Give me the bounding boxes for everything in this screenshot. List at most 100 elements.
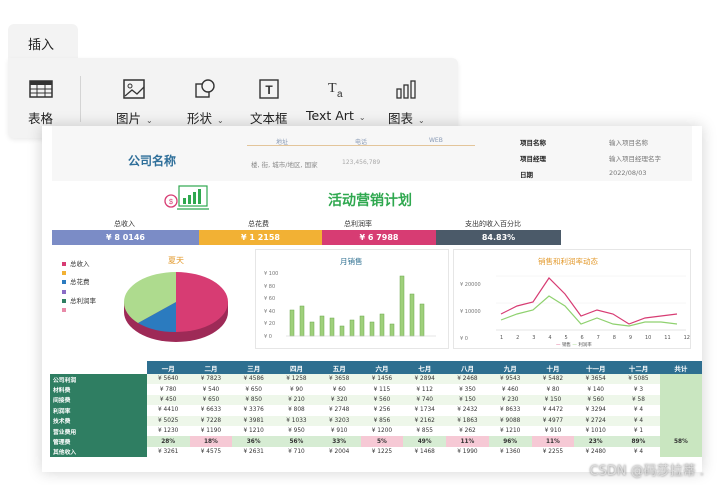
address-header: 地址 — [276, 139, 289, 146]
table-cell: ¥ 2894 — [403, 374, 447, 385]
table-cell: ¥ 3654 — [574, 374, 618, 385]
table-cell — [659, 446, 702, 458]
table-cell: ¥ 1734 — [403, 405, 447, 416]
table-cell: ¥ 2468 — [446, 374, 489, 385]
table-cell: ¥ 1200 — [360, 425, 404, 437]
kpi-expense-ratio: 84.83% — [436, 230, 561, 245]
table-cell: ¥ 560 — [360, 394, 404, 406]
spreadsheet-preview: 公司名称 地址 电话 WEB 楼, 街, 城市/地区, 国家 123,456,7… — [42, 126, 702, 472]
x-tick: 10 — [644, 335, 652, 341]
table-cell — [659, 415, 702, 426]
table-cell: 96% — [488, 436, 532, 447]
month-header: 三月 — [232, 361, 276, 374]
header-band — [52, 126, 692, 181]
table-cell: ¥ 1 — [617, 425, 660, 437]
table-cell: ¥ 8633 — [488, 405, 532, 416]
table-cell: ¥ 808 — [275, 405, 318, 416]
shape-button[interactable]: 形状 ⌄ — [187, 76, 224, 127]
table-cell: ¥ 910 — [531, 425, 575, 437]
month-header: 八月 — [446, 361, 489, 374]
chevron-down-icon: ⌄ — [217, 116, 224, 125]
row-label: 公司利润 — [50, 374, 147, 385]
table-cell: ¥ 856 — [360, 415, 404, 426]
month-header: 十一月 — [574, 361, 618, 374]
table-cell: ¥ 1230 — [146, 425, 190, 437]
table-cell: ¥ 3376 — [232, 405, 276, 416]
table-cell: 49% — [403, 436, 447, 447]
table-cell: ¥ 350 — [446, 384, 489, 395]
table-cell — [659, 425, 702, 437]
pie-legend: 总收入 总花费 总利润率 — [62, 260, 96, 315]
line-x-axis: 1 2 3 4 5 6 7 8 9 10 11 12 — [500, 335, 690, 341]
table-cell: ¥ 230 — [488, 394, 532, 406]
table-cell: 11% — [446, 436, 489, 447]
project-name-value: 输入项目名称 — [609, 139, 648, 147]
date-label: 日期 — [520, 171, 533, 179]
table-cell: ¥ 1863 — [446, 415, 489, 426]
kpi-label: 总收入 — [114, 220, 135, 228]
table-cell: ¥ 2631 — [232, 446, 276, 458]
table-row: 材料费 ¥ 780 ¥ 540 ¥ 650 ¥ 90 ¥ 60 ¥ 115 ¥ 112 ¥ 35… — [50, 384, 702, 395]
table-cell: 11% — [531, 436, 575, 447]
picture-button[interactable]: 图片 ⌄ — [116, 76, 153, 127]
table-cell: ¥ 112 — [403, 384, 447, 395]
table-cell: ¥ 3658 — [317, 374, 361, 385]
x-tick: 11 — [664, 335, 671, 341]
legend-item: 总花费 — [70, 278, 90, 287]
table-cell: ¥ 650 — [189, 394, 233, 406]
row-label: 利润率 — [50, 405, 147, 416]
table-cell: ¥ 710 — [275, 446, 318, 458]
table-cell: 23% — [574, 436, 618, 447]
monthly-data-table: 一月 二月 三月 四月 五月 六月 七月 八月 九月 十月 十一月 十二月 共计 公司利润 ¥ 5640 ¥… — [50, 361, 702, 458]
table-row: 营业费用 ¥ 1230 ¥ 1190 ¥ 1210 ¥ 950 ¥ 910 ¥ 1200 ¥ … — [50, 425, 702, 437]
table-cell: ¥ 910 — [317, 425, 361, 437]
table-cell: ¥ 460 — [488, 384, 532, 395]
table-button[interactable]: 表格 — [28, 76, 53, 127]
picture-icon — [116, 76, 153, 102]
textbox-label: 文本框 — [250, 111, 288, 126]
row-label: 材料费 — [50, 384, 147, 395]
row-label: 营业费用 — [50, 425, 147, 437]
y-tick: ¥ 20000 — [460, 282, 481, 288]
table-cell: ¥ 3203 — [317, 415, 361, 426]
y-tick: ¥ 0 — [460, 336, 468, 342]
ribbon-divider — [80, 76, 81, 122]
table-cell: ¥ 320 — [317, 394, 361, 406]
table-cell: ¥ 4472 — [531, 405, 575, 416]
x-tick: 2 — [516, 335, 520, 341]
address-value: 楼, 街, 城市/地区, 国家 — [251, 161, 318, 169]
table-cell: ¥ 950 — [275, 425, 318, 437]
table-cell: ¥ 1210 — [488, 425, 532, 437]
table-cell: ¥ 5640 — [146, 374, 190, 385]
table-cell: ¥ 210 — [275, 394, 318, 406]
shape-label: 形状 — [187, 111, 213, 126]
x-tick: 7 — [596, 335, 600, 341]
kpi-total-expense: ¥ 1 2158 — [199, 230, 322, 245]
table-cell: ¥ 5085 — [617, 374, 660, 385]
chart-button[interactable]: 图表 ⌄ — [388, 76, 425, 127]
table-cell: ¥ 256 — [360, 405, 404, 416]
textbox-button[interactable]: T 文本框 — [250, 76, 288, 127]
table-cell: ¥ 1225 — [360, 446, 404, 458]
month-header: 二月 — [189, 361, 233, 374]
table-cell: ¥ 3 — [617, 384, 660, 395]
header-divider — [247, 145, 475, 146]
tab-insert[interactable]: 插入 — [8, 24, 78, 62]
table-cell: 56% — [275, 436, 318, 447]
table-icon — [28, 76, 53, 102]
x-tick: 12 — [683, 335, 690, 341]
phone-header: 电话 — [355, 139, 368, 146]
table-cell: ¥ 4410 — [146, 405, 190, 416]
sales-margin-chart: 销售和利润率动态 ¥ 20000 ¥ 10000 ¥ 0 1 2 3 4 5 6… — [453, 249, 691, 349]
table-cell: ¥ 4 — [617, 405, 660, 416]
table-row: 管理费 28% 18% 36% 56% 33% 5% 49% 11% 96% 11% 23% 89% 58… — [50, 436, 702, 447]
y-tick: ¥ 40 — [264, 308, 276, 315]
kpi-label: 总利润率 — [344, 220, 372, 228]
monthly-sales-chart: 月销售 ¥ 100 ¥ 80 ¥ 60 ¥ 40 ¥ 20 ¥ 0 — [255, 249, 449, 349]
legend-item: 总收入 — [70, 260, 90, 268]
table-cell: ¥ 1190 — [189, 425, 233, 437]
table-corner — [50, 361, 147, 374]
pie-title: 夏天 — [168, 256, 184, 265]
